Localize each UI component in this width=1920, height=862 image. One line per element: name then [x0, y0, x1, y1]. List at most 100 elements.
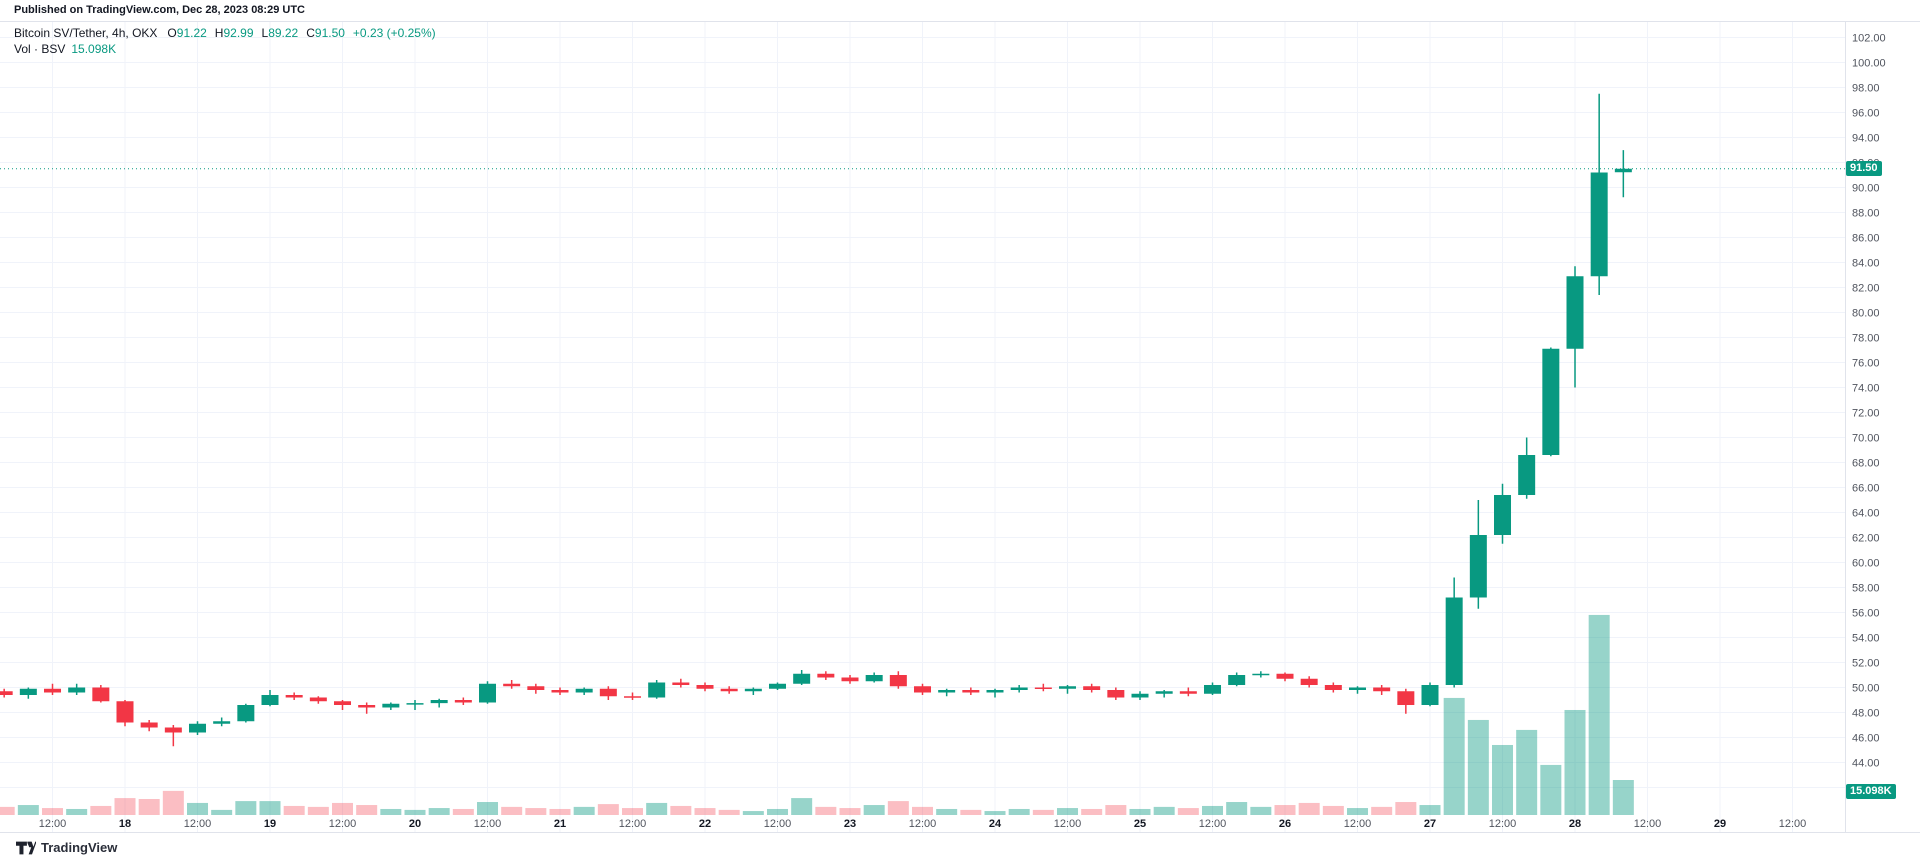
candle-body: [1494, 495, 1512, 535]
time-tick-label: 12:00: [1054, 818, 1082, 830]
price-tick-label: 70.00: [1852, 433, 1880, 445]
volume-bar: [1347, 808, 1369, 815]
time-tick-label: 12:00: [909, 818, 937, 830]
close-label: C: [306, 26, 315, 40]
candle-body: [1590, 172, 1608, 277]
candle-body: [769, 683, 787, 689]
candle-body: [1252, 673, 1270, 676]
time-tick-label: 12:00: [764, 818, 792, 830]
candle-body: [237, 705, 255, 722]
volume-bar: [1129, 808, 1151, 815]
candle-body: [0, 691, 13, 695]
volume-bar: [718, 809, 740, 815]
time-tick-label: 18: [119, 818, 131, 830]
volume-bar: [1298, 802, 1320, 815]
candle-body: [479, 683, 497, 703]
volume-bar: [138, 799, 160, 815]
price-tick-label: 100.00: [1852, 58, 1886, 70]
candle-body: [1421, 685, 1439, 705]
time-tick-label: 20: [409, 818, 421, 830]
time-tick-label: 26: [1279, 818, 1291, 830]
volume-bar: [114, 798, 136, 815]
time-tick-label: 12:00: [1344, 818, 1372, 830]
time-tick-label: 12:00: [1779, 818, 1807, 830]
candle-body: [358, 705, 376, 708]
volume-bar: [839, 808, 861, 815]
published-line: Published on TradingView.com, Dec 28, 20…: [14, 4, 305, 16]
candle-body: [1059, 686, 1077, 689]
volume-bar: [90, 805, 112, 815]
change-value: +0.23 (+0.25%): [352, 26, 436, 40]
open-value: 91.22: [176, 26, 207, 40]
volume-bar: [501, 806, 523, 815]
volume-bar: [1274, 805, 1296, 815]
volume-bar: [1612, 780, 1634, 815]
tradingview-logo[interactable]: TradingView: [16, 840, 117, 855]
volume-bar: [1057, 808, 1079, 815]
candle-body: [962, 690, 980, 693]
volume-bar: [1564, 709, 1586, 815]
volume-bar: [1395, 802, 1417, 815]
volume-bar: [791, 798, 813, 815]
time-tick-label: 28: [1569, 818, 1581, 830]
time-tick-label: 24: [989, 818, 1002, 830]
time-tick-label: 12:00: [1634, 818, 1662, 830]
price-tick-label: 86.00: [1852, 233, 1880, 245]
volume-bar: [863, 805, 885, 815]
volume-bar: [332, 802, 354, 815]
volume-label: Vol · BSV: [14, 42, 66, 56]
volume-bar: [428, 808, 450, 815]
time-tick-label: 19: [264, 818, 276, 830]
volume-bar: [380, 808, 402, 815]
price-tick-label: 76.00: [1852, 358, 1880, 370]
candle-body: [140, 722, 158, 728]
price-tick-label: 72.00: [1852, 408, 1880, 420]
volume-bar: [694, 808, 716, 815]
time-tick-label: 12:00: [474, 818, 502, 830]
candle-body: [430, 700, 448, 704]
volume-bar: [525, 808, 547, 815]
candle-body: [1324, 685, 1342, 690]
volume-bar: [936, 808, 958, 815]
volume-bar: [1202, 805, 1224, 815]
candle-body: [1155, 691, 1173, 694]
price-tick-label: 52.00: [1852, 658, 1880, 670]
low-value: 89.22: [268, 26, 299, 40]
volume-bar: [162, 790, 184, 815]
time-tick-label: 12:00: [39, 818, 67, 830]
price-tick-label: 74.00: [1852, 383, 1880, 395]
candle-body: [841, 677, 859, 682]
volume-bar: [404, 809, 426, 815]
candle-body: [1276, 673, 1294, 679]
volume-bar: [1588, 614, 1610, 815]
candle-body: [599, 688, 617, 697]
time-tick-label: 25: [1134, 818, 1146, 830]
volume-bar: [1467, 719, 1489, 815]
time-tick-label: 22: [699, 818, 711, 830]
candle-body: [744, 688, 762, 692]
candle-body: [1373, 687, 1391, 692]
symbol-title: Bitcoin SV/Tether, 4h, OKX: [14, 26, 158, 40]
candle-body: [1349, 687, 1367, 690]
price-tick-label: 60.00: [1852, 558, 1880, 570]
volume-bar: [984, 811, 1006, 815]
time-tick-label: 12:00: [619, 818, 647, 830]
candle-body: [503, 683, 521, 687]
candle-body: [551, 690, 569, 693]
volume-value: 15.098K: [71, 42, 117, 56]
volume-bar: [887, 801, 909, 815]
price-tick-label: 102.00: [1852, 33, 1886, 45]
candle-body: [1107, 690, 1125, 698]
open-label: O: [167, 26, 177, 40]
candle-body: [720, 688, 738, 692]
candle-body: [261, 695, 279, 705]
price-tick-label: 82.00: [1852, 283, 1880, 295]
price-tick-label: 96.00: [1852, 108, 1880, 120]
volume-bar: [1177, 808, 1199, 815]
price-tick-label: 90.00: [1852, 183, 1880, 195]
volume-bar: [1419, 805, 1441, 815]
symbol-row: Bitcoin SV/Tether, 4h, OKX O91.22 H92.99 L8…: [14, 26, 436, 40]
candle-body: [406, 703, 424, 705]
